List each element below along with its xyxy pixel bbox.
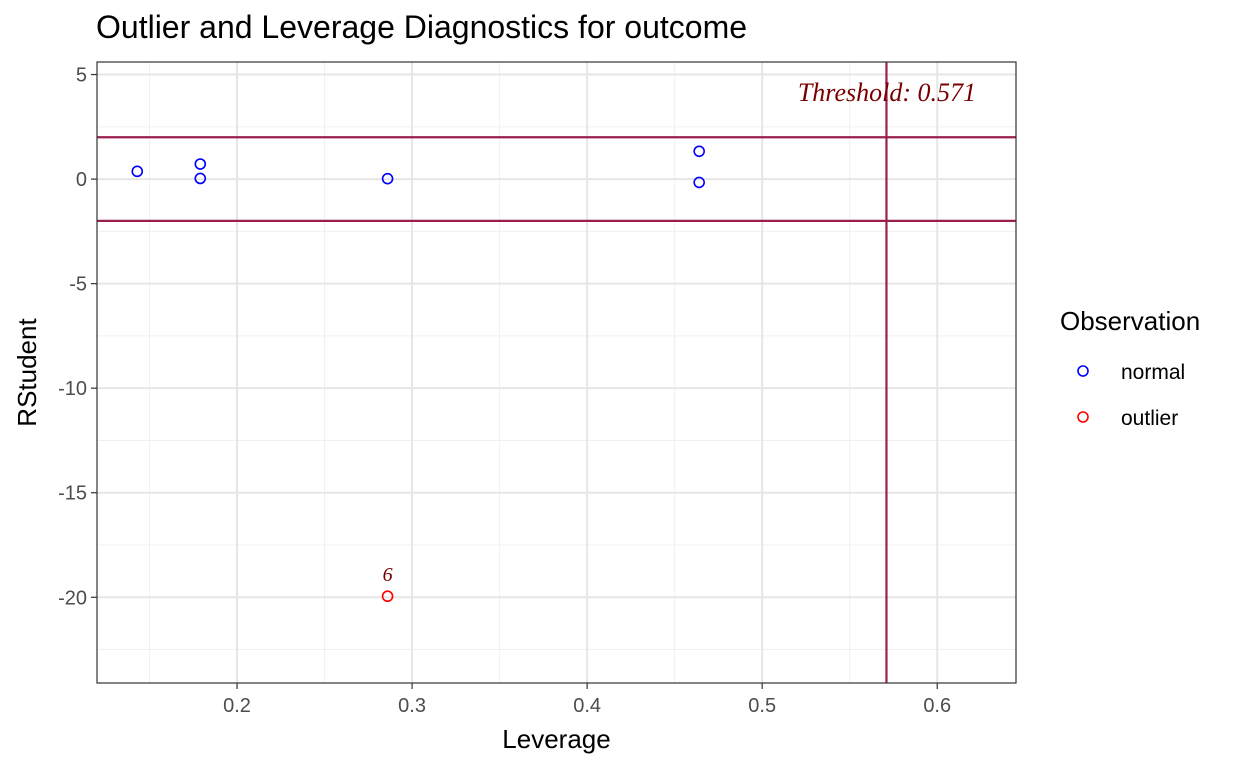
point-label: 6 (383, 564, 393, 586)
legend: Observation normal outlier (1060, 306, 1200, 430)
x-axis: 0.2 0.3 0.4 0.5 0.6 (223, 683, 951, 717)
x-tick-label: 0.5 (748, 695, 776, 717)
annotations: 6 Threshold: 0.571 (383, 78, 976, 586)
grid-major (97, 62, 1016, 683)
data-point-normal (194, 172, 207, 185)
data-point-normal (693, 145, 705, 158)
x-axis-title: Leverage (502, 724, 610, 754)
x-tick-label: 0.3 (398, 695, 426, 717)
x-tick-label: 0.6 (923, 695, 951, 717)
data-points (131, 145, 705, 603)
data-point-normal (693, 176, 705, 189)
y-tick-label: -5 (69, 274, 87, 296)
y-axis: 5 0 -5 -10 -15 -20 (58, 65, 97, 609)
chart-title: Outlier and Leverage Diagnostics for out… (96, 9, 747, 45)
legend-key-outlier (1077, 411, 1089, 423)
y-axis-title: RStudent (12, 318, 42, 427)
x-tick-label: 0.2 (223, 695, 251, 717)
y-tick-label: 5 (76, 65, 87, 87)
legend-label-outlier: outlier (1121, 407, 1178, 430)
y-tick-label: -10 (58, 378, 87, 400)
data-point-normal (194, 158, 207, 170)
plot-area: 6 Threshold: 0.571 (96, 61, 1017, 684)
data-point-normal (131, 165, 144, 178)
x-tick-label: 0.4 (573, 695, 601, 717)
legend-label-normal: normal (1121, 361, 1185, 384)
data-point-normal (381, 172, 394, 185)
plot-background (97, 62, 1016, 683)
y-tick-label: 0 (76, 169, 87, 191)
legend-title: Observation (1060, 306, 1200, 336)
legend-key-normal (1077, 365, 1089, 377)
threshold-annotation: Threshold: 0.571 (798, 78, 976, 107)
y-tick-label: -15 (58, 483, 87, 505)
plot-border (96, 61, 1017, 684)
data-point-outlier (381, 590, 394, 603)
grid-minor (97, 62, 1016, 683)
reference-lines (97, 62, 1016, 683)
y-tick-label: -20 (58, 587, 87, 609)
